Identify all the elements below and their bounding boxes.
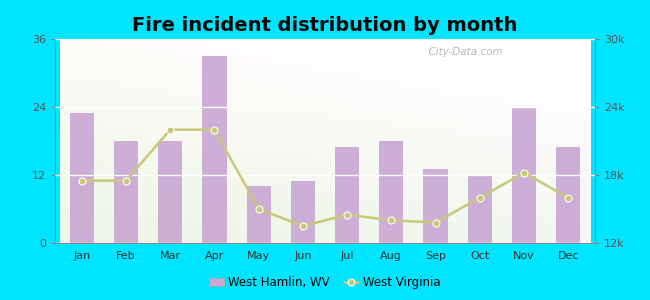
Bar [202,56,227,243]
Bar [291,181,315,243]
Bar [423,169,448,243]
Legend: West Hamlin, WV, West Virginia: West Hamlin, WV, West Virginia [205,272,445,294]
Bar [158,141,183,243]
Title: Fire incident distribution by month: Fire incident distribution by month [133,16,517,35]
Bar [246,186,271,243]
Bar [467,175,492,243]
Bar [379,141,404,243]
Text: City-Data.com: City-Data.com [422,47,502,57]
Bar [70,113,94,243]
Bar [335,147,359,243]
Bar [512,107,536,243]
Bar [114,141,138,243]
Bar [556,147,580,243]
